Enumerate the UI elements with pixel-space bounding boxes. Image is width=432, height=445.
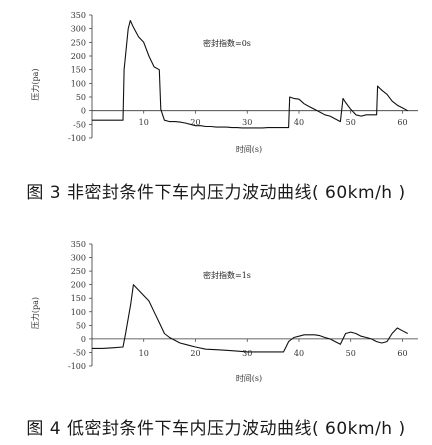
pressure-series-line	[92, 284, 408, 353]
x-tick-label: 50	[346, 349, 356, 358]
y-tick-label: 0	[81, 107, 86, 116]
y-tick-label: -100	[68, 134, 86, 143]
pressure-chart-low-seal: 350 300 250 200 150 100 50 0 -50 -100 10 20 30 40 50 60…	[30, 240, 418, 383]
x-tick-label: 10	[139, 118, 149, 127]
y-tick-label: 100	[71, 308, 86, 317]
y-tick-label: -50	[73, 348, 86, 357]
y-tick-label: 50	[76, 321, 86, 330]
y-tick-label: 200	[71, 281, 86, 290]
y-tick-label: 350	[71, 240, 86, 249]
y-tick-label: 0	[81, 335, 86, 344]
x-tick-label: 40	[294, 118, 304, 127]
x-tick-label: 60	[397, 118, 407, 127]
x-tick-label: 30	[242, 118, 252, 127]
x-tick-label: 50	[346, 118, 356, 127]
y-axis-label: 压力(pa)	[30, 68, 40, 100]
x-tick-label: 30	[242, 349, 252, 358]
x-tick-label: 60	[397, 349, 407, 358]
y-tick-label: 150	[71, 66, 86, 75]
pressure-chart-unsealed: 350 300 250 200 150 100 50 0 -50 -100 10 20 30 40 50 60…	[30, 11, 418, 154]
pressure-series-line	[92, 19, 408, 129]
chart-panel-1: 350 300 250 200 150 100 50 0 -50 -100 10 20 30 40 50 60…	[0, 0, 432, 160]
x-tick-label: 20	[190, 349, 200, 358]
figure-3-caption: 图 3 非密封条件下车内压力波动曲线( 60km/h )	[26, 183, 406, 203]
y-axis-label: 压力(pa)	[30, 297, 40, 329]
x-axis-label: 时间(s)	[236, 373, 262, 383]
y-tick-label: 200	[71, 52, 86, 61]
seal-index-annotation: 密封指数=1s	[203, 270, 251, 280]
seal-index-annotation: 密封指数=0s	[203, 38, 251, 48]
y-tick-label: 350	[71, 11, 86, 20]
y-tick-label: 300	[71, 25, 86, 34]
figure-4-caption: 图 4 低密封条件下车内压力波动曲线( 60km/h )	[26, 419, 406, 439]
x-tick-label: 20	[190, 118, 200, 127]
y-tick-label: 150	[71, 294, 86, 303]
x-axis-label: 时间(s)	[236, 144, 262, 154]
x-tick-label: 10	[139, 349, 149, 358]
y-tick-label: 100	[71, 79, 86, 88]
y-tick-label: -50	[73, 120, 86, 129]
y-tick-label: 300	[71, 254, 86, 263]
y-tick-label: -100	[68, 362, 86, 371]
y-tick-label: 250	[71, 38, 86, 47]
y-tick-label: 50	[76, 93, 86, 102]
y-tick-label: 250	[71, 267, 86, 276]
x-tick-label: 40	[294, 349, 304, 358]
chart-panel-2: 350 300 250 200 150 100 50 0 -50 -100 10 20 30 40 50 60…	[0, 226, 432, 398]
